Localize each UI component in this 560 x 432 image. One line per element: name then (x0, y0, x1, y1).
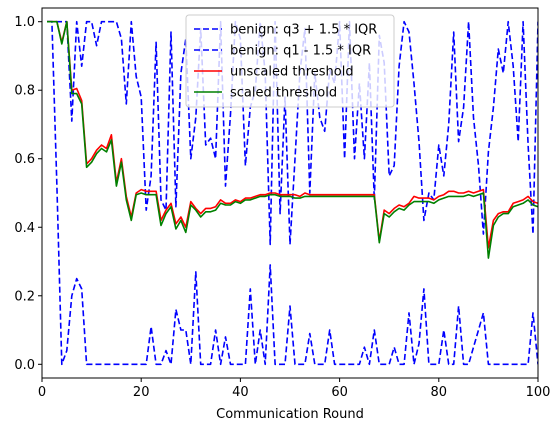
legend-box (185, 14, 395, 108)
legend-entry: benign: q3 + 1.5 * IQR (230, 23, 377, 38)
x-tick-label: 20 (133, 385, 150, 400)
x-tick-label: 40 (232, 385, 249, 400)
y-tick-label: 0.0 (14, 358, 35, 373)
y-tick-label: 0.8 (14, 84, 35, 99)
x-tick-label: 0 (38, 385, 46, 400)
series-line-2 (47, 20, 538, 366)
x-axis-label: Communication Round (216, 407, 364, 422)
y-tick-label: 0.4 (14, 221, 35, 236)
y-tick-label: 0.6 (14, 152, 35, 167)
y-tick-label: 0.2 (14, 289, 35, 304)
series-line-1 (47, 20, 538, 246)
x-tick-label: 100 (526, 385, 551, 400)
series-line-3 (47, 20, 538, 249)
legend-entry: benign: q1 - 1.5 * IQR (230, 44, 371, 59)
x-tick-label: 80 (431, 385, 448, 400)
series-layer (47, 20, 538, 366)
legend: benign: q3 + 1.5 * IQR benign: q1 - 1.5 *… (185, 14, 395, 108)
series-line-4 (47, 20, 538, 259)
plot-frame (41, 7, 539, 379)
y-tick-label: 1.0 (14, 15, 35, 30)
legend-entry: scaled threshold (230, 86, 337, 101)
x-axis: 0 20 40 60 80 100 (38, 378, 551, 400)
x-tick-label: 60 (331, 385, 348, 400)
legend-entry: unscaled threshold (230, 65, 354, 80)
y-axis: 0.0 0.2 0.4 0.6 0.8 1.0 (14, 15, 42, 373)
